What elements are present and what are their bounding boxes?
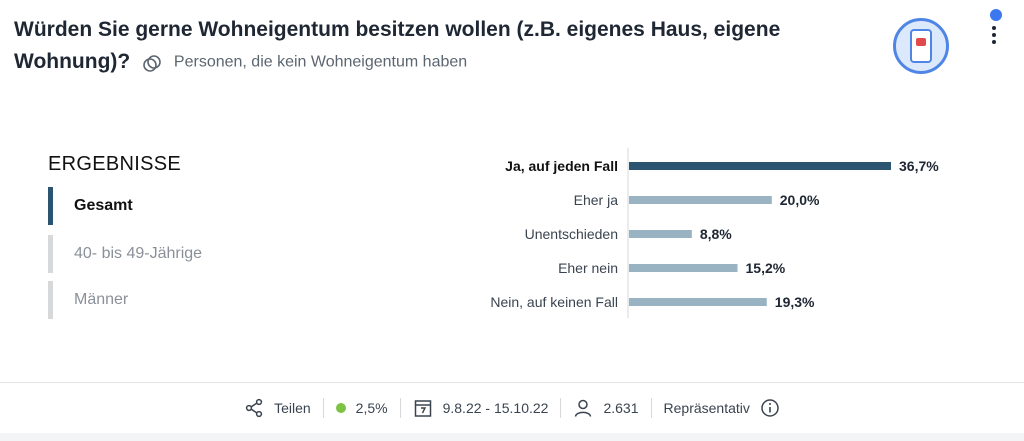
footer-divider	[0, 382, 1024, 383]
respondents-value: 2.631	[603, 400, 639, 416]
segment-tab-gesamt[interactable]: Gesamt	[48, 187, 248, 225]
share-button[interactable]: Teilen	[232, 398, 323, 418]
segment-label: Gesamt	[74, 197, 133, 214]
value-label: 15,2%	[746, 260, 786, 276]
representative: Repräsentativ	[652, 398, 792, 418]
category-label: Eher nein	[558, 260, 618, 276]
segment-label: 40- bis 49-Jährige	[74, 245, 203, 262]
bar-chart: Ja, auf jeden Fall 36,7% Eher ja 20,0% Unent…	[360, 140, 1000, 330]
segment-tab-age[interactable]: 40- bis 49-Jährige	[48, 235, 248, 273]
footer-bar: Teilen 2,5% 9.8.22 - 15.10.22 2.631 Re	[0, 383, 1024, 433]
filter-circles-icon	[142, 52, 162, 73]
bar[interactable]	[629, 162, 891, 170]
bar[interactable]	[629, 230, 692, 238]
value-label: 8,8%	[700, 226, 732, 242]
bar[interactable]	[629, 298, 767, 306]
respondents: 2.631	[561, 398, 650, 418]
calendar-icon	[413, 398, 433, 418]
bar[interactable]	[629, 196, 772, 204]
category-label: Eher ja	[574, 192, 619, 208]
value-label: 36,7%	[899, 158, 939, 174]
error-margin-value: 2,5%	[355, 400, 388, 416]
bar-chart-svg: Ja, auf jeden Fall 36,7% Eher ja 20,0% Unent…	[490, 148, 939, 318]
share-label: Teilen	[274, 400, 311, 416]
question-text: Würden Sie gerne Wohneigentum besitzen w…	[14, 18, 781, 73]
segment-tab-men[interactable]: Männer	[48, 281, 248, 319]
category-label: Ja, auf jeden Fall	[505, 158, 618, 174]
category-label: Unentschieden	[525, 226, 618, 242]
error-margin: 2,5%	[324, 400, 400, 416]
share-icon	[244, 398, 264, 418]
value-label: 20,0%	[780, 192, 820, 208]
segment-label: Männer	[74, 291, 129, 308]
status-dot-icon	[335, 403, 346, 413]
chart-title: Würden Sie gerne Wohneigentum besitzen w…	[14, 14, 874, 78]
date-range: 9.8.22 - 15.10.22	[401, 398, 561, 418]
representative-label: Repräsentativ	[663, 400, 750, 416]
person-icon	[573, 398, 593, 418]
filter-text: Personen, die kein Wohneigentum haben	[173, 53, 468, 71]
results-heading: ERGEBNISSE	[48, 153, 182, 175]
info-icon[interactable]	[760, 398, 780, 418]
date-range-value: 9.8.22 - 15.10.22	[442, 400, 549, 416]
category-label: Nein, auf keinen Fall	[490, 294, 618, 310]
bar[interactable]	[629, 264, 738, 272]
phone-badge-icon[interactable]	[893, 18, 949, 74]
bottom-strip	[0, 433, 1024, 441]
notification-dot	[990, 9, 1002, 21]
value-label: 19,3%	[775, 294, 815, 310]
more-options-icon[interactable]	[992, 26, 998, 47]
